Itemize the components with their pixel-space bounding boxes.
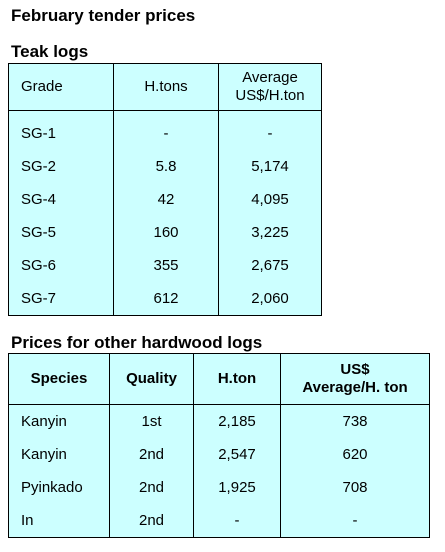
teak-heading: Teak logs bbox=[11, 42, 89, 61]
quality-cell: 2nd bbox=[109, 471, 194, 504]
quality-cell: 2nd bbox=[109, 438, 194, 471]
table-row: SG-7 612 2,060 bbox=[8, 282, 322, 316]
table-row: Pyinkado 2nd 1,925 708 bbox=[8, 471, 430, 504]
quality-cell: 2nd bbox=[109, 504, 194, 538]
teak-header-row: Grade H.tons Average US$/H.ton bbox=[8, 63, 322, 111]
grade-cell: SG-5 bbox=[8, 216, 114, 249]
hton-cell: 2,185 bbox=[193, 404, 281, 438]
table-row: SG-2 5.8 5,174 bbox=[8, 150, 322, 183]
species-cell: Kanyin bbox=[8, 438, 110, 471]
table-row: SG-4 42 4,095 bbox=[8, 183, 322, 216]
average-header: US$ Average/H. ton bbox=[280, 353, 430, 405]
htons-cell: 160 bbox=[113, 216, 219, 249]
table-row: Kanyin 2nd 2,547 620 bbox=[8, 438, 430, 471]
species-cell: Kanyin bbox=[8, 404, 110, 438]
other-hardwood-table: Species Quality H.ton US$ Average/H. ton… bbox=[8, 353, 430, 538]
htons-cell: 5.8 bbox=[113, 150, 219, 183]
average-cell: 4,095 bbox=[218, 183, 322, 216]
page-title: February tender prices bbox=[11, 6, 196, 25]
hton-header: H.ton bbox=[193, 353, 281, 405]
average-cell: - bbox=[218, 110, 322, 150]
htons-cell: 355 bbox=[113, 249, 219, 282]
grade-header: Grade bbox=[8, 63, 114, 111]
htons-cell: 612 bbox=[113, 282, 219, 316]
quality-cell: 1st bbox=[109, 404, 194, 438]
species-cell: Pyinkado bbox=[8, 471, 110, 504]
average-header-line1: US$ bbox=[340, 361, 370, 378]
other-hardwood-heading: Prices for other hardwood logs bbox=[11, 333, 263, 352]
hton-cell: 1,925 bbox=[193, 471, 281, 504]
grade-cell: SG-1 bbox=[8, 110, 114, 150]
grade-cell: SG-2 bbox=[8, 150, 114, 183]
hton-cell: - bbox=[193, 504, 281, 538]
average-cell: - bbox=[280, 504, 430, 538]
average-header: Average US$/H.ton bbox=[218, 63, 322, 111]
grade-cell: SG-4 bbox=[8, 183, 114, 216]
htons-cell: - bbox=[113, 110, 219, 150]
average-header-line2: US$/H.ton bbox=[235, 87, 305, 104]
quality-header: Quality bbox=[109, 353, 194, 405]
average-cell: 738 bbox=[280, 404, 430, 438]
table-row: In 2nd - - bbox=[8, 504, 430, 538]
species-cell: In bbox=[8, 504, 110, 538]
species-header: Species bbox=[8, 353, 110, 405]
other-header-row: Species Quality H.ton US$ Average/H. ton bbox=[8, 353, 430, 405]
average-cell: 5,174 bbox=[218, 150, 322, 183]
average-cell: 2,060 bbox=[218, 282, 322, 316]
average-cell: 620 bbox=[280, 438, 430, 471]
htons-cell: 42 bbox=[113, 183, 219, 216]
table-row: SG-6 355 2,675 bbox=[8, 249, 322, 282]
average-header-line1: Average bbox=[242, 69, 298, 86]
grade-cell: SG-7 bbox=[8, 282, 114, 316]
average-cell: 708 bbox=[280, 471, 430, 504]
htons-header: H.tons bbox=[113, 63, 219, 111]
table-row: Kanyin 1st 2,185 738 bbox=[8, 404, 430, 438]
table-row: SG-1 - - bbox=[8, 110, 322, 150]
average-header-line2: Average/H. ton bbox=[302, 379, 408, 396]
table-row: SG-5 160 3,225 bbox=[8, 216, 322, 249]
teak-prices-table: Grade H.tons Average US$/H.ton SG-1 - - … bbox=[8, 63, 322, 316]
hton-cell: 2,547 bbox=[193, 438, 281, 471]
average-cell: 2,675 bbox=[218, 249, 322, 282]
average-cell: 3,225 bbox=[218, 216, 322, 249]
grade-cell: SG-6 bbox=[8, 249, 114, 282]
